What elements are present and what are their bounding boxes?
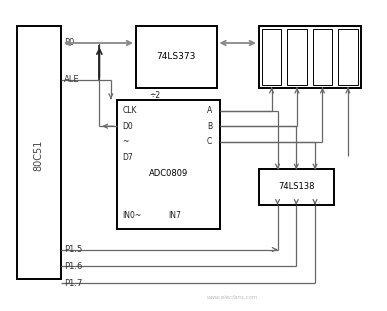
Text: P1.5: P1.5	[64, 245, 82, 254]
Text: P1.7: P1.7	[64, 279, 82, 288]
Bar	[17, 26, 61, 279]
Text: 74LS373: 74LS373	[156, 52, 196, 61]
Text: IN0~: IN0~	[122, 211, 142, 220]
Text: D0: D0	[122, 122, 133, 131]
Bar	[313, 29, 332, 85]
Text: ADC0809: ADC0809	[149, 169, 188, 179]
Bar	[259, 169, 334, 205]
Text: ALE: ALE	[64, 76, 80, 85]
Bar	[287, 29, 307, 85]
Bar	[262, 29, 281, 85]
Bar	[259, 26, 361, 88]
Text: IN7: IN7	[168, 211, 182, 220]
Bar	[116, 100, 220, 230]
Bar	[136, 26, 217, 88]
Text: ÷2: ÷2	[149, 91, 161, 100]
Text: B: B	[207, 122, 212, 131]
Text: C: C	[207, 137, 212, 146]
Text: P0: P0	[64, 39, 74, 48]
Text: CLK: CLK	[122, 106, 137, 115]
Text: 74LS138: 74LS138	[278, 183, 314, 192]
Text: ~: ~	[122, 137, 129, 146]
Text: www.elecfans.com: www.elecfans.com	[206, 295, 257, 300]
Text: D7: D7	[122, 152, 133, 161]
Bar	[338, 29, 358, 85]
Text: A: A	[207, 106, 212, 115]
Text: 80C51: 80C51	[34, 140, 44, 171]
Text: P1.6: P1.6	[64, 262, 82, 271]
